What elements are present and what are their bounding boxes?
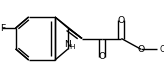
Text: O: O (137, 45, 145, 54)
Text: O: O (98, 53, 105, 61)
Text: H: H (69, 44, 74, 50)
Text: O: O (118, 16, 125, 24)
Text: CH₃: CH₃ (159, 45, 164, 54)
Text: N: N (64, 40, 71, 49)
Text: F: F (0, 24, 5, 33)
